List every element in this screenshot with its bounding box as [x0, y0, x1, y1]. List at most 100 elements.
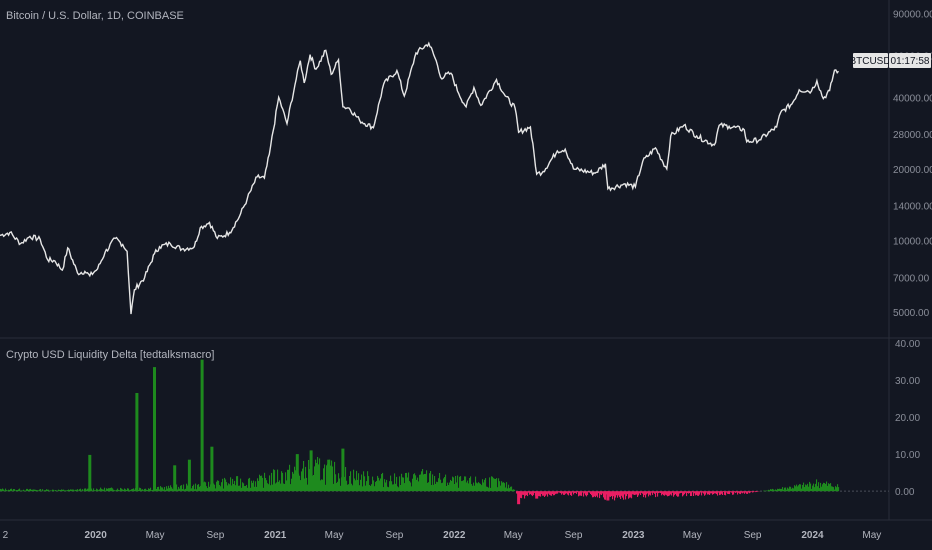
delta-bar [233, 484, 235, 492]
delta-bar [522, 491, 524, 495]
delta-bar [703, 491, 705, 494]
delta-bar [801, 488, 803, 492]
delta-bar [825, 484, 827, 492]
delta-bar [675, 491, 677, 495]
delta-bar [421, 471, 423, 492]
delta-bar [309, 469, 311, 492]
delta-bar [165, 489, 167, 492]
time-tick-label: May [862, 530, 881, 541]
price-tick-label: 5000.00 [893, 308, 930, 319]
delta-bar [452, 476, 454, 492]
delta-bar [4, 490, 6, 492]
time-axis[interactable]: 2 2020 May Sep 2021 May Sep 2022 May Sep 2023 May Se… [3, 530, 882, 541]
delta-bar [243, 483, 245, 492]
delta-bar [208, 481, 210, 492]
delta-bar [156, 489, 158, 492]
delta-bar [9, 490, 11, 492]
delta-bar [405, 473, 407, 492]
delta-bar [438, 478, 440, 492]
delta-bar [370, 485, 372, 492]
delta-bar [737, 491, 739, 495]
delta-bar [228, 483, 230, 492]
delta-spike-bar [517, 491, 521, 505]
delta-bar [471, 484, 473, 492]
delta-bar [775, 489, 777, 492]
delta-bar [687, 491, 689, 493]
delta-bar [671, 491, 673, 496]
delta-bar [20, 490, 22, 492]
time-tick-year: 2023 [622, 530, 645, 541]
delta-bar [682, 491, 684, 497]
delta-bar [358, 473, 360, 492]
delta-axis[interactable]: 40.00 30.00 20.00 10.00 0.00 [895, 339, 920, 498]
delta-bar [195, 483, 197, 492]
delta-bar [391, 481, 393, 492]
main-chart-title[interactable]: Bitcoin / U.S. Dollar, 1D, COINBASE [6, 10, 184, 22]
delta-bar [707, 491, 709, 495]
delta-bar [337, 481, 339, 492]
delta-bar [794, 485, 796, 492]
delta-bar [237, 476, 239, 492]
delta-bar [320, 480, 322, 492]
delta-bar [786, 489, 788, 492]
delta-bar [184, 489, 186, 492]
delta-spike-bar [295, 454, 299, 492]
delta-bar [466, 482, 468, 492]
delta-bar [16, 490, 18, 492]
delta-spike-bar [173, 465, 177, 492]
delta-bar [774, 490, 776, 492]
delta-bar [68, 489, 70, 492]
delta-bar [176, 484, 178, 492]
delta-bar [613, 491, 615, 497]
delta-bar [648, 491, 650, 497]
delta-bar [324, 464, 326, 492]
delta-bar [292, 471, 294, 492]
delta-bar [507, 488, 509, 492]
delta-bar [646, 491, 648, 495]
delta-bar [29, 489, 31, 492]
price-tick-label: 20000.00 [893, 165, 932, 176]
delta-bar [226, 482, 228, 492]
delta-bar [275, 483, 277, 492]
delta-bar [808, 486, 810, 492]
delta-bar [485, 478, 487, 492]
delta-bar [399, 476, 401, 492]
delta-bar [561, 491, 563, 495]
delta-bar [628, 491, 630, 499]
delta-bar [12, 490, 14, 492]
delta-bar [100, 487, 102, 492]
delta-bar [704, 491, 706, 496]
delta-bar [266, 480, 268, 492]
delta-bar [61, 489, 63, 492]
delta-bar [362, 486, 364, 492]
delta-bar [235, 485, 237, 492]
delta-bar [681, 491, 683, 493]
delta-bar [451, 481, 453, 492]
delta-bar [559, 491, 561, 493]
delta-bar [259, 474, 261, 492]
delta-bar [511, 486, 513, 492]
delta-bar [194, 489, 196, 492]
delta-bar [555, 491, 557, 494]
time-tick-label: Sep [206, 530, 224, 541]
delta-bar [605, 491, 607, 500]
delta-bar [355, 480, 357, 492]
delta-tick-label: 30.00 [895, 376, 920, 387]
time-tick-label: Sep [565, 530, 583, 541]
delta-bar [338, 473, 340, 492]
delta-bar [593, 491, 595, 498]
delta-bar [32, 489, 34, 492]
delta-bar [553, 491, 555, 496]
indicator-title[interactable]: Crypto USD Liquidity Delta [tedtalksmacr… [6, 349, 214, 361]
delta-bar [638, 491, 640, 496]
delta-bar [430, 471, 432, 492]
delta-bar [251, 480, 253, 492]
delta-bar [392, 484, 394, 492]
delta-bar [827, 485, 829, 492]
delta-bar [532, 491, 534, 497]
delta-bar [413, 474, 415, 492]
delta-bar [739, 491, 741, 494]
delta-bar [728, 491, 730, 494]
delta-bar [224, 477, 226, 492]
delta-bar [375, 481, 377, 492]
